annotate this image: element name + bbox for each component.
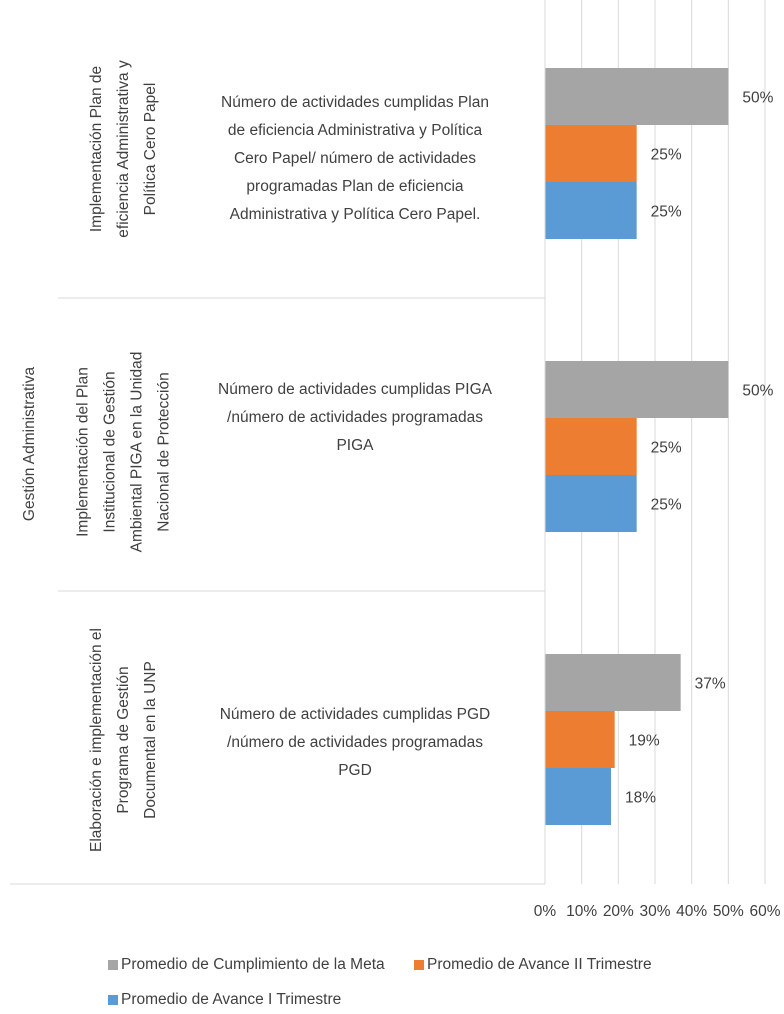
legend-swatch bbox=[108, 995, 118, 1005]
category-label: programadas Plan de eficiencia bbox=[246, 178, 464, 195]
legend-swatch bbox=[414, 960, 424, 970]
value-label: 37% bbox=[695, 676, 726, 693]
value-label: 18% bbox=[625, 790, 656, 807]
x-tick-label: 60% bbox=[749, 903, 780, 920]
parent-category-label: Documental en la UNP bbox=[142, 661, 159, 819]
category-label: Cero Papel/ número de actividades bbox=[234, 150, 476, 167]
category-group-label: Gestión Administrativa bbox=[21, 367, 38, 522]
parent-category-label: Elaboración e implementación el bbox=[88, 628, 105, 852]
value-label: 25% bbox=[651, 497, 682, 514]
bar bbox=[545, 182, 637, 239]
x-tick-label: 30% bbox=[639, 903, 670, 920]
category-label: de eficiencia Administrativa y Política bbox=[228, 122, 483, 139]
parent-category-label: Política Cero Papel bbox=[142, 83, 159, 216]
value-label: 25% bbox=[651, 440, 682, 457]
parent-category-label: Institucional de Gestión bbox=[102, 371, 119, 532]
legend-label: Promedio de Avance I Trimestre bbox=[121, 991, 341, 1008]
bar bbox=[545, 418, 637, 475]
category-label: Número de actividades cumplidas Plan bbox=[221, 94, 489, 111]
category-label: /número de actividades programadas bbox=[227, 409, 483, 426]
category-label: PGD bbox=[338, 762, 372, 779]
value-label: 50% bbox=[742, 90, 773, 107]
category-label: /número de actividades programadas bbox=[227, 734, 483, 751]
value-label: 50% bbox=[742, 383, 773, 400]
category-label: PIGA bbox=[336, 437, 374, 454]
bar bbox=[545, 361, 729, 418]
legend-label: Promedio de Cumplimiento de la Meta bbox=[121, 956, 385, 973]
category-label: Administrativa y Política Cero Papel. bbox=[230, 206, 481, 223]
x-tick-label: 50% bbox=[713, 903, 744, 920]
parent-category-label: eficiencia Administrativa y bbox=[115, 60, 132, 238]
value-label: 25% bbox=[651, 147, 682, 164]
value-label: 19% bbox=[629, 733, 660, 750]
parent-category-label: Nacional de Protección bbox=[156, 372, 173, 531]
category-label: Número de actividades cumplidas PGD bbox=[220, 706, 491, 723]
x-tick-label: 40% bbox=[676, 903, 707, 920]
category-label: Número de actividades cumplidas PIGA bbox=[218, 381, 493, 398]
bar bbox=[545, 768, 611, 825]
parent-category-label: Programa de Gestión bbox=[115, 666, 132, 813]
x-tick-label: 0% bbox=[534, 903, 557, 920]
bar bbox=[545, 68, 729, 125]
bar bbox=[545, 711, 615, 768]
legend-swatch bbox=[108, 960, 118, 970]
bar bbox=[545, 125, 637, 182]
x-tick-label: 10% bbox=[566, 903, 597, 920]
bar bbox=[545, 654, 681, 711]
parent-category-label: Implementación del Plan bbox=[75, 367, 92, 537]
parent-category-label: Ambiental PIGA en la Unidad bbox=[129, 352, 146, 553]
legend-label: Promedio de Avance II Trimestre bbox=[427, 956, 652, 973]
bar bbox=[545, 475, 637, 532]
parent-category-label: Implementación Plan de bbox=[88, 66, 105, 232]
x-tick-label: 20% bbox=[603, 903, 634, 920]
value-label: 25% bbox=[651, 204, 682, 221]
